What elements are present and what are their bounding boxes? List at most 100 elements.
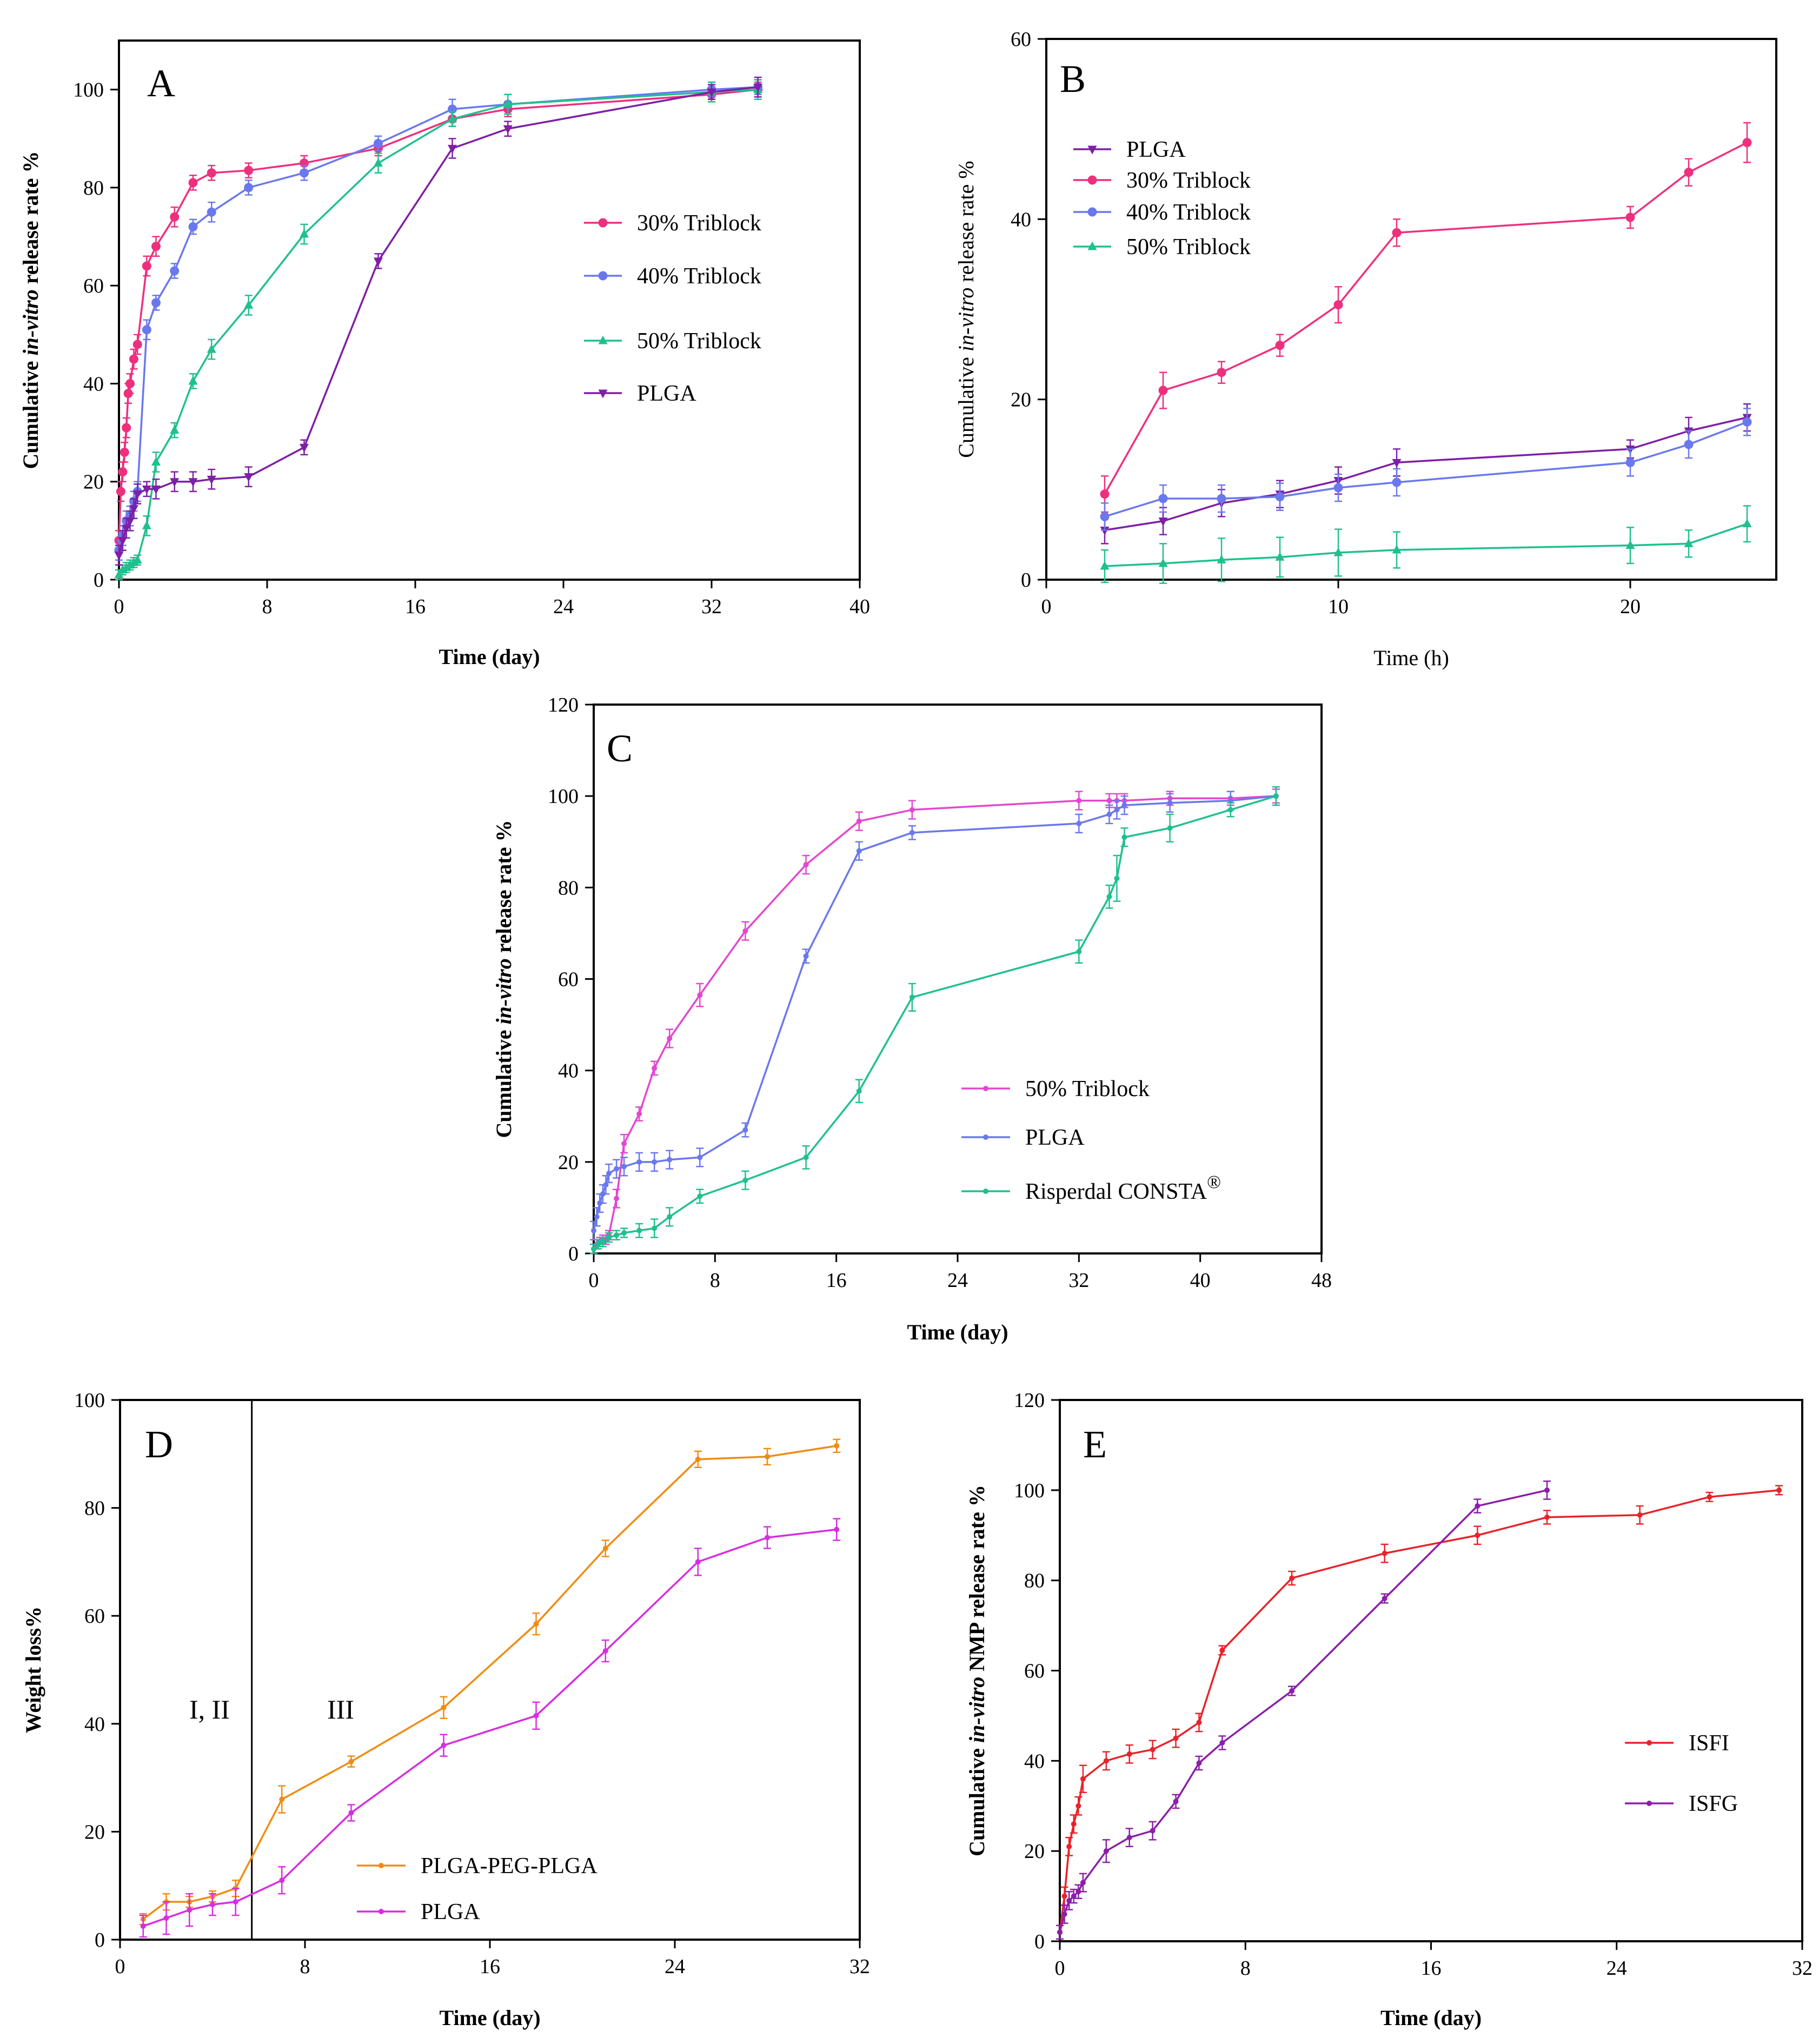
x-axis-label: Time (day)	[907, 1320, 1008, 1344]
data-point	[1114, 875, 1120, 881]
legend-marker	[983, 1189, 988, 1194]
y-tick-label: 20	[84, 1821, 105, 1843]
data-point	[244, 300, 254, 309]
legend-label: 50% Triblock	[637, 329, 761, 354]
data-point	[163, 1915, 169, 1921]
y-tick-label: 20	[1024, 1840, 1045, 1863]
data-point	[1196, 1760, 1202, 1766]
x-tick-label: 0	[589, 1269, 599, 1292]
data-point	[1106, 798, 1112, 804]
phase-annotation: III	[327, 1694, 354, 1724]
legend-marker	[598, 389, 608, 399]
data-point	[187, 1907, 192, 1913]
data-point	[1100, 512, 1110, 521]
legend-entry: PLGA	[357, 1900, 480, 1924]
panel-label: E	[1083, 1423, 1107, 1466]
y-tick-label: 40	[1024, 1750, 1045, 1773]
y-tick-label: 20	[83, 471, 104, 494]
chart-panel-d: 0 8 16 24 32 0 20 40 60 80 100 Time (day) Weight los…	[21, 1389, 870, 2030]
y-axis-label-part: NMP release rate %	[965, 1485, 989, 1677]
data-point	[300, 168, 309, 178]
plot-frame	[1045, 38, 1777, 581]
legend-label-text: PLGA	[1126, 137, 1186, 162]
data-point	[667, 1157, 673, 1163]
data-point	[142, 325, 151, 335]
data-point	[151, 298, 161, 308]
y-tick-label: 0	[95, 1929, 105, 1952]
data-point	[1219, 1647, 1225, 1653]
legend-entry: Risperdal CONSTA®	[961, 1172, 1221, 1204]
data-point	[765, 1454, 770, 1459]
data-point	[1114, 807, 1120, 813]
data-point	[1684, 440, 1694, 449]
data-point	[170, 212, 180, 222]
data-point	[591, 1227, 596, 1233]
y-tick-label: 60	[1024, 1660, 1045, 1683]
data-point	[142, 485, 151, 494]
data-point	[1392, 459, 1402, 468]
data-point	[1217, 554, 1226, 563]
data-point	[1080, 1880, 1086, 1886]
legend-label: 50% Triblock	[1025, 1077, 1150, 1101]
y-axis-label: Cumulative in-vitro release rate %	[954, 161, 978, 457]
y-tick-label: 0	[94, 569, 104, 592]
legend-label-text: PLGA	[1025, 1125, 1085, 1150]
y-axis-label-part: in-vitro	[954, 288, 978, 352]
legend-entry: 40% Triblock	[1073, 200, 1251, 225]
legend-entry: 50% Triblock	[584, 329, 761, 354]
legend-label-text: 30% Triblock	[637, 211, 761, 236]
y-tick-label: 100	[74, 1389, 105, 1412]
data-point	[1076, 1803, 1081, 1809]
series-isfg	[1056, 1480, 1551, 1940]
data-point	[1103, 1758, 1109, 1764]
data-point	[621, 1164, 627, 1170]
x-tick-label: 40	[1190, 1269, 1211, 1292]
series-40-triblock	[1100, 408, 1752, 531]
x-tick-label: 32	[701, 595, 722, 618]
series-plga	[139, 1518, 841, 1938]
y-tick-label: 40	[83, 373, 104, 395]
data-point	[606, 1170, 612, 1176]
y-axis-label-part: release rate %	[954, 161, 978, 287]
data-point	[1126, 1751, 1132, 1757]
data-point	[188, 478, 198, 487]
data-point	[1333, 300, 1343, 310]
legend-label-text: 40% Triblock	[1126, 200, 1251, 225]
data-point	[503, 99, 513, 108]
legend-label-text: PLGA-PEG-PLGA	[421, 1854, 598, 1879]
data-point	[116, 487, 125, 496]
data-point	[142, 520, 151, 529]
legend-label: 30% Triblock	[1126, 168, 1251, 193]
data-point	[1076, 820, 1082, 826]
data-point	[151, 242, 161, 251]
x-tick-label: 0	[115, 1955, 125, 1978]
data-point	[803, 862, 809, 868]
data-point	[742, 928, 748, 934]
series-plga	[114, 76, 763, 566]
data-point	[1392, 477, 1402, 487]
data-point	[600, 1239, 606, 1245]
series-50-triblock	[114, 79, 763, 581]
data-point	[533, 1713, 539, 1718]
data-point	[1333, 547, 1343, 556]
y-axis-label: Weight loss%	[21, 1607, 45, 1733]
series-line	[1059, 1489, 1548, 1933]
data-point	[279, 1877, 285, 1883]
x-tick-label: 24	[1606, 1957, 1627, 1980]
data-point	[614, 1166, 620, 1172]
data-point	[170, 425, 180, 434]
data-point	[1333, 483, 1343, 493]
data-point	[1126, 1835, 1132, 1841]
legend-label: PLGA-PEG-PLGA	[421, 1854, 598, 1879]
data-point	[1392, 545, 1402, 554]
data-point	[652, 1225, 658, 1231]
legend-marker	[1087, 207, 1097, 217]
x-tick-label: 8	[1240, 1957, 1251, 1980]
data-point	[207, 475, 216, 485]
data-point	[533, 1621, 539, 1627]
series-line	[1104, 416, 1748, 532]
data-point	[1167, 825, 1173, 831]
data-point	[1100, 526, 1110, 535]
data-point	[1684, 168, 1694, 177]
y-tick-label: 80	[84, 1497, 105, 1520]
